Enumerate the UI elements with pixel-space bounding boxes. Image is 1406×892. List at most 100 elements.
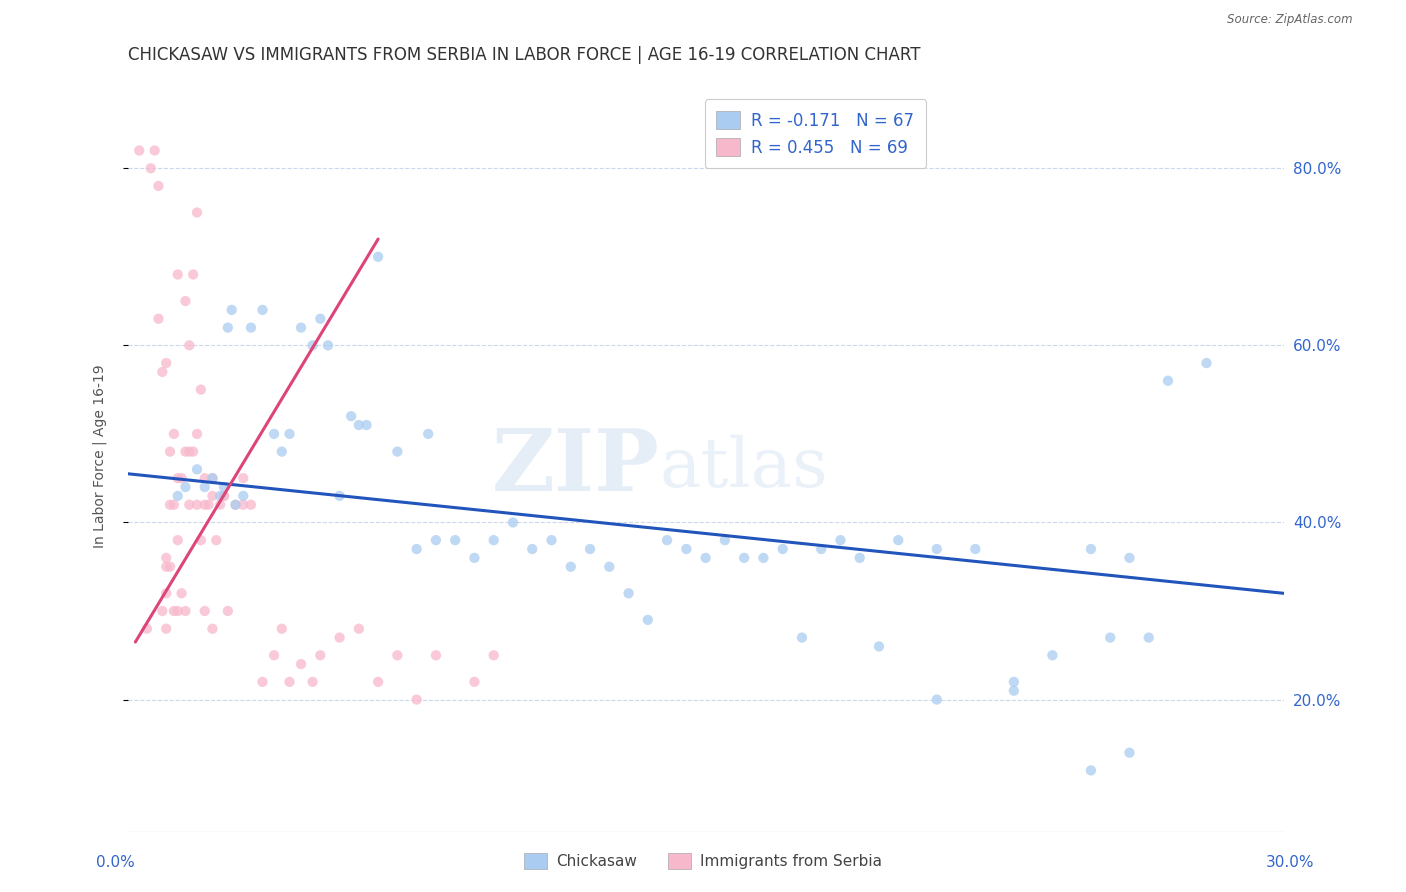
Point bbox=[194, 498, 217, 512]
Point bbox=[170, 586, 193, 600]
Y-axis label: In Labor Force | Age 16-19: In Labor Force | Age 16-19 bbox=[93, 364, 107, 548]
Point bbox=[197, 498, 219, 512]
Point bbox=[405, 692, 427, 706]
Point bbox=[150, 365, 173, 379]
Point bbox=[316, 338, 339, 352]
Point bbox=[232, 498, 254, 512]
Point bbox=[347, 417, 370, 432]
Point bbox=[252, 674, 274, 689]
Point bbox=[868, 640, 890, 654]
Point bbox=[1118, 550, 1140, 565]
Point bbox=[225, 498, 247, 512]
Point bbox=[925, 692, 948, 706]
Point bbox=[1080, 541, 1102, 556]
Point bbox=[179, 338, 201, 352]
Point bbox=[205, 533, 228, 548]
Point bbox=[163, 498, 186, 512]
Point bbox=[239, 320, 262, 334]
Point bbox=[232, 489, 254, 503]
Point bbox=[143, 144, 166, 158]
Point bbox=[1137, 631, 1160, 645]
Point bbox=[159, 498, 181, 512]
Point bbox=[810, 541, 832, 556]
Point bbox=[190, 383, 212, 397]
Point bbox=[186, 426, 208, 441]
Point bbox=[148, 178, 170, 193]
Text: 0.0%: 0.0% bbox=[96, 855, 135, 870]
Point bbox=[270, 444, 292, 458]
Point bbox=[340, 409, 363, 424]
Point bbox=[179, 444, 201, 458]
Point bbox=[190, 533, 212, 548]
Point bbox=[166, 604, 188, 618]
Point bbox=[1080, 764, 1102, 778]
Point bbox=[209, 489, 232, 503]
Point bbox=[617, 586, 640, 600]
Point bbox=[181, 268, 204, 282]
Point bbox=[502, 516, 524, 530]
Point bbox=[155, 559, 177, 574]
Point bbox=[155, 622, 177, 636]
Legend: R = -0.171   N = 67, R = 0.455   N = 69: R = -0.171 N = 67, R = 0.455 N = 69 bbox=[704, 99, 927, 169]
Point bbox=[752, 550, 775, 565]
Point bbox=[329, 631, 352, 645]
Point bbox=[212, 489, 235, 503]
Point bbox=[263, 426, 285, 441]
Point bbox=[540, 533, 562, 548]
Point bbox=[159, 444, 181, 458]
Point bbox=[695, 550, 717, 565]
Point bbox=[212, 480, 235, 494]
Point bbox=[174, 604, 197, 618]
Point bbox=[290, 320, 312, 334]
Point bbox=[194, 604, 217, 618]
Point bbox=[367, 250, 389, 264]
Point bbox=[1002, 674, 1025, 689]
Point bbox=[1157, 374, 1180, 388]
Point bbox=[425, 533, 447, 548]
Point bbox=[309, 648, 332, 663]
Point bbox=[309, 311, 332, 326]
Point bbox=[170, 471, 193, 485]
Point bbox=[278, 674, 301, 689]
Point bbox=[150, 604, 173, 618]
Point bbox=[194, 480, 217, 494]
Point bbox=[212, 489, 235, 503]
Point bbox=[301, 338, 323, 352]
Point bbox=[201, 471, 224, 485]
Point bbox=[356, 417, 378, 432]
Point bbox=[174, 444, 197, 458]
Point bbox=[560, 559, 582, 574]
Point bbox=[225, 498, 247, 512]
Point bbox=[252, 302, 274, 317]
Point bbox=[128, 144, 150, 158]
Point bbox=[425, 648, 447, 663]
Point bbox=[482, 648, 505, 663]
Point bbox=[405, 541, 427, 556]
Point bbox=[790, 631, 813, 645]
Point bbox=[714, 533, 737, 548]
Point bbox=[848, 550, 870, 565]
Point bbox=[217, 604, 239, 618]
Point bbox=[166, 471, 188, 485]
Point bbox=[136, 622, 159, 636]
Point bbox=[155, 356, 177, 370]
Point bbox=[1040, 648, 1063, 663]
Point bbox=[201, 622, 224, 636]
Text: 30.0%: 30.0% bbox=[1267, 855, 1315, 870]
Point bbox=[655, 533, 678, 548]
Point bbox=[367, 674, 389, 689]
Point bbox=[139, 161, 162, 176]
Point bbox=[201, 471, 224, 485]
Point bbox=[159, 559, 181, 574]
Point bbox=[1195, 356, 1218, 370]
Point bbox=[887, 533, 910, 548]
Point bbox=[166, 533, 188, 548]
Point bbox=[637, 613, 659, 627]
Point bbox=[278, 426, 301, 441]
Point bbox=[166, 489, 188, 503]
Point bbox=[179, 498, 201, 512]
Point bbox=[201, 489, 224, 503]
Point bbox=[329, 489, 352, 503]
Point bbox=[163, 604, 186, 618]
Point bbox=[221, 302, 243, 317]
